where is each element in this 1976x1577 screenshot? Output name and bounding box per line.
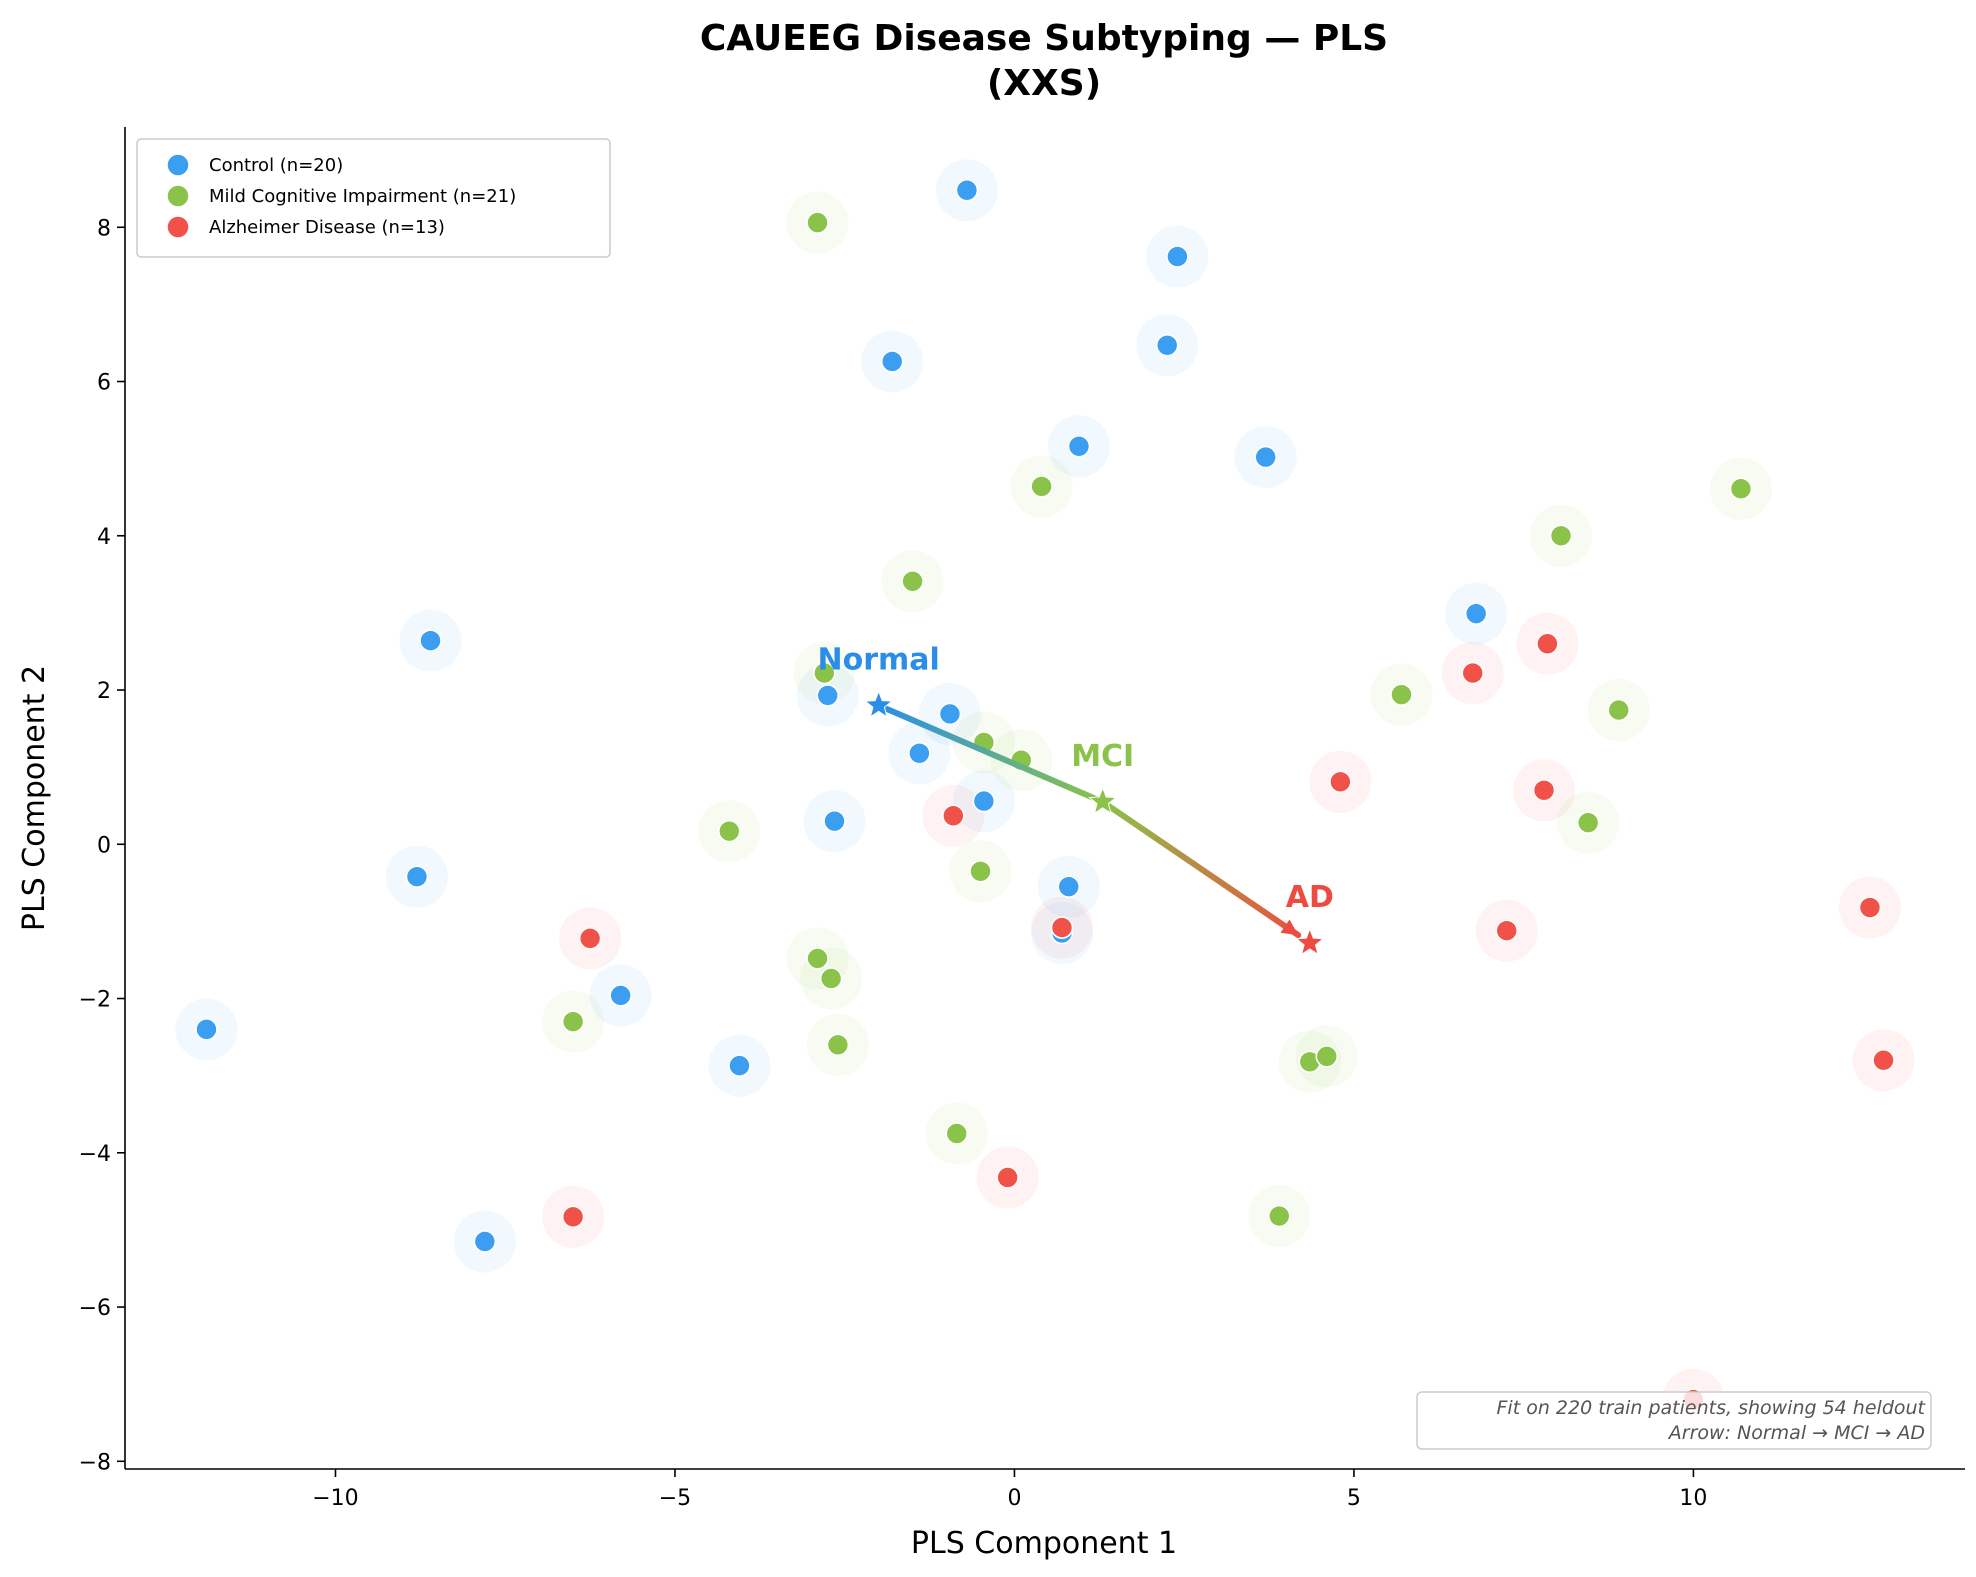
data-point bbox=[419, 629, 442, 652]
legend-label: Alzheimer Disease (n=13) bbox=[209, 217, 445, 238]
legend: Control (n=20) Mild Cognitive Impairment … bbox=[136, 138, 611, 258]
data-point bbox=[1315, 1045, 1339, 1068]
y-axis-label: PLS Component 2 bbox=[17, 665, 52, 931]
y-tick-label: 8 bbox=[97, 216, 111, 241]
x-tick-label: 5 bbox=[1347, 1486, 1361, 1511]
data-point bbox=[561, 1205, 585, 1229]
data-point bbox=[1254, 445, 1277, 469]
data-point bbox=[806, 947, 829, 970]
data-point bbox=[945, 1122, 969, 1145]
data-point bbox=[1390, 683, 1413, 706]
chart-subtitle: (XXS) bbox=[987, 63, 1101, 104]
trajectory-arrowhead bbox=[1280, 919, 1299, 936]
series-1 bbox=[195, 178, 1488, 1253]
data-point bbox=[996, 1166, 1019, 1189]
footnote-line-1: Fit on 220 train patients, showing 54 he… bbox=[1497, 1397, 1927, 1419]
legend-frame bbox=[136, 138, 611, 258]
centroid-label: Normal bbox=[817, 642, 939, 677]
legend-label: Mild Cognitive Impairment (n=21) bbox=[209, 186, 516, 207]
data-point bbox=[908, 741, 931, 765]
y-tick-label: 0 bbox=[97, 833, 111, 858]
footnote-box: Fit on 220 train patients, showing 54 he… bbox=[1416, 1391, 1932, 1450]
y-tick-label: −2 bbox=[79, 988, 111, 1013]
legend-label: Control (n=20) bbox=[209, 155, 343, 176]
data-point bbox=[955, 178, 979, 202]
x-axis-ticks: −10 −5 0 5 10 bbox=[312, 1469, 1707, 1511]
data-point bbox=[938, 702, 962, 726]
data-point bbox=[561, 1010, 585, 1033]
data-point bbox=[717, 819, 741, 843]
data-point bbox=[1329, 770, 1352, 794]
x-tick-label: −5 bbox=[659, 1486, 691, 1511]
data-point bbox=[816, 684, 840, 707]
data-point bbox=[1495, 919, 1518, 942]
footnote-line-2: Arrow: Normal → MCI → AD bbox=[1667, 1422, 1925, 1444]
x-tick-label: 10 bbox=[1679, 1486, 1707, 1511]
data-point bbox=[1067, 435, 1091, 458]
centroid-star bbox=[1295, 927, 1325, 956]
centroid-label: AD bbox=[1286, 880, 1334, 915]
centroid-star bbox=[1088, 786, 1118, 815]
data-point bbox=[819, 967, 843, 990]
data-point bbox=[1607, 698, 1631, 722]
data-point bbox=[405, 865, 429, 888]
legend-marker bbox=[166, 215, 190, 239]
data-point bbox=[1050, 916, 1074, 939]
data-point bbox=[1461, 661, 1485, 685]
data-point bbox=[1057, 875, 1081, 898]
data-point bbox=[880, 350, 904, 373]
data-point bbox=[1576, 811, 1600, 834]
data-point bbox=[813, 661, 836, 685]
y-tick-label: 4 bbox=[97, 525, 111, 550]
data-point bbox=[1166, 245, 1189, 268]
data-point bbox=[969, 859, 992, 883]
y-axis-ticks: −8 −6 −4 −2 0 2 4 6 8 bbox=[79, 216, 125, 1475]
y-tick-label: 2 bbox=[97, 679, 111, 704]
x-axis-label: PLS Component 1 bbox=[911, 1526, 1177, 1561]
data-point bbox=[1858, 896, 1882, 919]
centroid-label: MCI bbox=[1071, 739, 1134, 774]
centroid-star bbox=[863, 690, 894, 718]
data-point bbox=[901, 569, 924, 593]
data-point bbox=[1267, 1204, 1291, 1228]
y-tick-label: 6 bbox=[97, 371, 111, 396]
data-point bbox=[609, 984, 632, 1007]
data-point bbox=[1536, 632, 1559, 656]
x-tick-label: 0 bbox=[1007, 1486, 1021, 1511]
data-point bbox=[1872, 1048, 1895, 1072]
legend-marker bbox=[166, 184, 190, 208]
data-point bbox=[728, 1054, 751, 1077]
data-point bbox=[195, 1018, 218, 1041]
plot-area: Normal MCI AD bbox=[175, 159, 1915, 1431]
data-point bbox=[823, 809, 846, 833]
data-point bbox=[806, 211, 829, 234]
data-point bbox=[942, 804, 965, 828]
data-point bbox=[1464, 602, 1488, 625]
x-tick-label: −10 bbox=[312, 1486, 358, 1511]
series-2 bbox=[561, 211, 1753, 1228]
data-point bbox=[1030, 475, 1053, 498]
data-point bbox=[473, 1230, 497, 1253]
footnote-frame bbox=[1416, 1391, 1932, 1450]
data-point bbox=[1155, 333, 1179, 357]
data-point bbox=[578, 927, 602, 950]
y-tick-label: −6 bbox=[79, 1296, 111, 1321]
y-tick-label: −4 bbox=[79, 1142, 111, 1167]
data-point bbox=[972, 789, 996, 813]
legend-marker bbox=[166, 153, 190, 177]
data-point bbox=[826, 1033, 850, 1057]
data-point bbox=[1532, 778, 1556, 802]
chart-title: CAUEEG Disease Subtyping — PLS bbox=[700, 18, 1388, 59]
y-tick-label: −8 bbox=[79, 1450, 111, 1475]
data-point bbox=[1549, 524, 1573, 548]
data-point bbox=[1729, 477, 1753, 501]
series-3 bbox=[561, 632, 1895, 1411]
